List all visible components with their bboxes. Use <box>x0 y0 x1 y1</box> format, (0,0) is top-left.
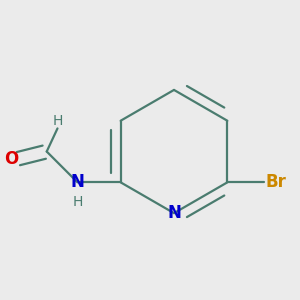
Text: N: N <box>70 173 85 191</box>
Text: N: N <box>167 204 181 222</box>
Text: H: H <box>72 195 83 209</box>
Text: O: O <box>4 150 18 168</box>
Text: Br: Br <box>266 173 287 191</box>
Text: H: H <box>52 114 63 128</box>
